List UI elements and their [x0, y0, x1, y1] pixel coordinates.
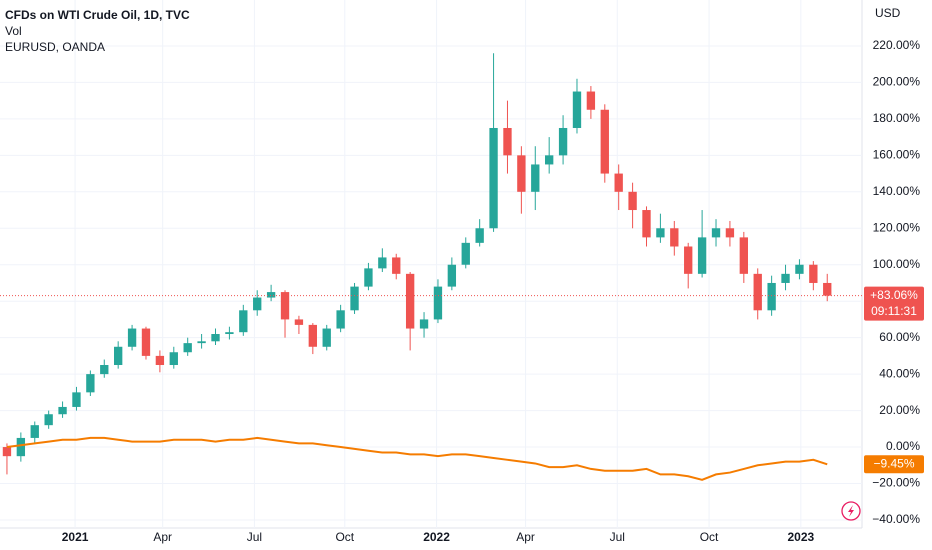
candle-body	[461, 242, 470, 265]
y-tick-label: 40.00%	[879, 366, 920, 380]
candle-body	[823, 282, 832, 296]
candle-body	[711, 228, 721, 238]
candle-body	[419, 319, 429, 329]
x-tick-label: 2021	[62, 530, 89, 544]
candle-body	[322, 328, 331, 347]
candle-body	[239, 310, 248, 333]
candle-body	[280, 292, 290, 320]
last-value-label: −9.45%	[873, 456, 914, 470]
y-tick-label: 180.00%	[873, 111, 921, 125]
candle-body	[489, 127, 498, 229]
x-tick-label: 2022	[423, 530, 450, 544]
icon[interactable]	[841, 501, 861, 521]
candle-body	[100, 365, 109, 375]
candle-body	[253, 297, 262, 311]
candle-body	[697, 237, 707, 274]
y-tick-label: 160.00%	[873, 148, 921, 162]
x-tick-label: Apr	[516, 530, 535, 544]
candle-body	[169, 352, 178, 366]
candle-body	[197, 341, 206, 344]
candle-body	[266, 292, 276, 298]
candle-body	[336, 310, 345, 329]
candle-body	[16, 437, 26, 457]
candle-body	[405, 273, 415, 329]
x-tick-label: Jul	[610, 530, 625, 544]
candle-body	[795, 264, 804, 274]
candle-body	[503, 127, 512, 156]
candle-body	[86, 374, 95, 393]
last-price-label: +83.06%	[870, 288, 918, 302]
candle-body	[392, 257, 401, 274]
line-series	[6, 436, 828, 481]
y-tick-label: 140.00%	[873, 184, 921, 198]
unit-label: USD	[875, 6, 901, 20]
y-tick-label: 60.00%	[879, 330, 920, 344]
candle-body	[572, 91, 582, 128]
candle-body	[600, 109, 609, 174]
candle-body	[586, 91, 596, 110]
candle-body	[517, 155, 526, 192]
candle-body	[642, 210, 651, 238]
grid	[0, 0, 862, 528]
subtitle: Vol	[5, 24, 22, 38]
candle-body	[114, 346, 123, 366]
candle-body	[628, 191, 637, 211]
y-tick-label: 220.00%	[873, 38, 921, 52]
candle-body	[475, 228, 484, 243]
candle-body	[531, 164, 540, 192]
candle-body	[127, 328, 137, 347]
candle-body	[225, 332, 234, 335]
x-tick-label: Oct	[335, 530, 354, 544]
candle-body	[545, 155, 554, 165]
candle-body	[670, 228, 679, 247]
candle-body	[378, 257, 387, 269]
last-value-box	[864, 455, 924, 474]
candle-body	[767, 282, 776, 311]
candle-body	[614, 173, 623, 192]
candle-body	[72, 392, 81, 407]
candle-body	[739, 237, 748, 274]
chart-title: CFDs on WTI Crude Oil, 1D, TVC	[5, 8, 190, 22]
candle-body	[308, 324, 317, 347]
candle-body	[433, 286, 443, 320]
y-tick-label: 20.00%	[879, 403, 920, 417]
y-tick-label: 100.00%	[873, 257, 921, 271]
y-tick-label: −20.00%	[872, 476, 920, 490]
candle-body	[58, 406, 67, 415]
candle-body	[809, 264, 818, 283]
candle-body	[350, 286, 359, 311]
candle-body	[141, 328, 151, 356]
candle-body	[30, 425, 39, 438]
candle-body	[294, 319, 304, 325]
candle-body	[364, 268, 373, 287]
y-tick-label: 200.00%	[873, 75, 921, 89]
candle-body	[183, 343, 192, 353]
x-tick-label: Jul	[247, 530, 262, 544]
candle-body	[44, 414, 53, 426]
candle-body	[447, 264, 457, 287]
x-tick-label: Apr	[153, 530, 172, 544]
legend-entry: EURUSD, OANDA	[5, 40, 105, 54]
marks	[0, 53, 862, 481]
candle-body	[155, 355, 165, 366]
candle-body	[781, 273, 790, 283]
y-tick-label: −40.00%	[872, 512, 920, 526]
countdown: 09:11:31	[871, 304, 917, 318]
last-price-box	[864, 286, 924, 321]
candle-body	[753, 273, 762, 311]
candle-body	[2, 447, 12, 457]
candle-body	[211, 334, 220, 342]
candle-body	[656, 228, 665, 238]
x-tick-label: 2023	[787, 530, 814, 544]
y-tick-label: 0.00%	[886, 439, 920, 453]
y-tick-label: 120.00%	[873, 220, 921, 234]
candle-body	[558, 127, 568, 156]
x-tick-label: Oct	[700, 530, 719, 544]
candle-body	[684, 246, 693, 274]
candle-body	[725, 228, 735, 238]
